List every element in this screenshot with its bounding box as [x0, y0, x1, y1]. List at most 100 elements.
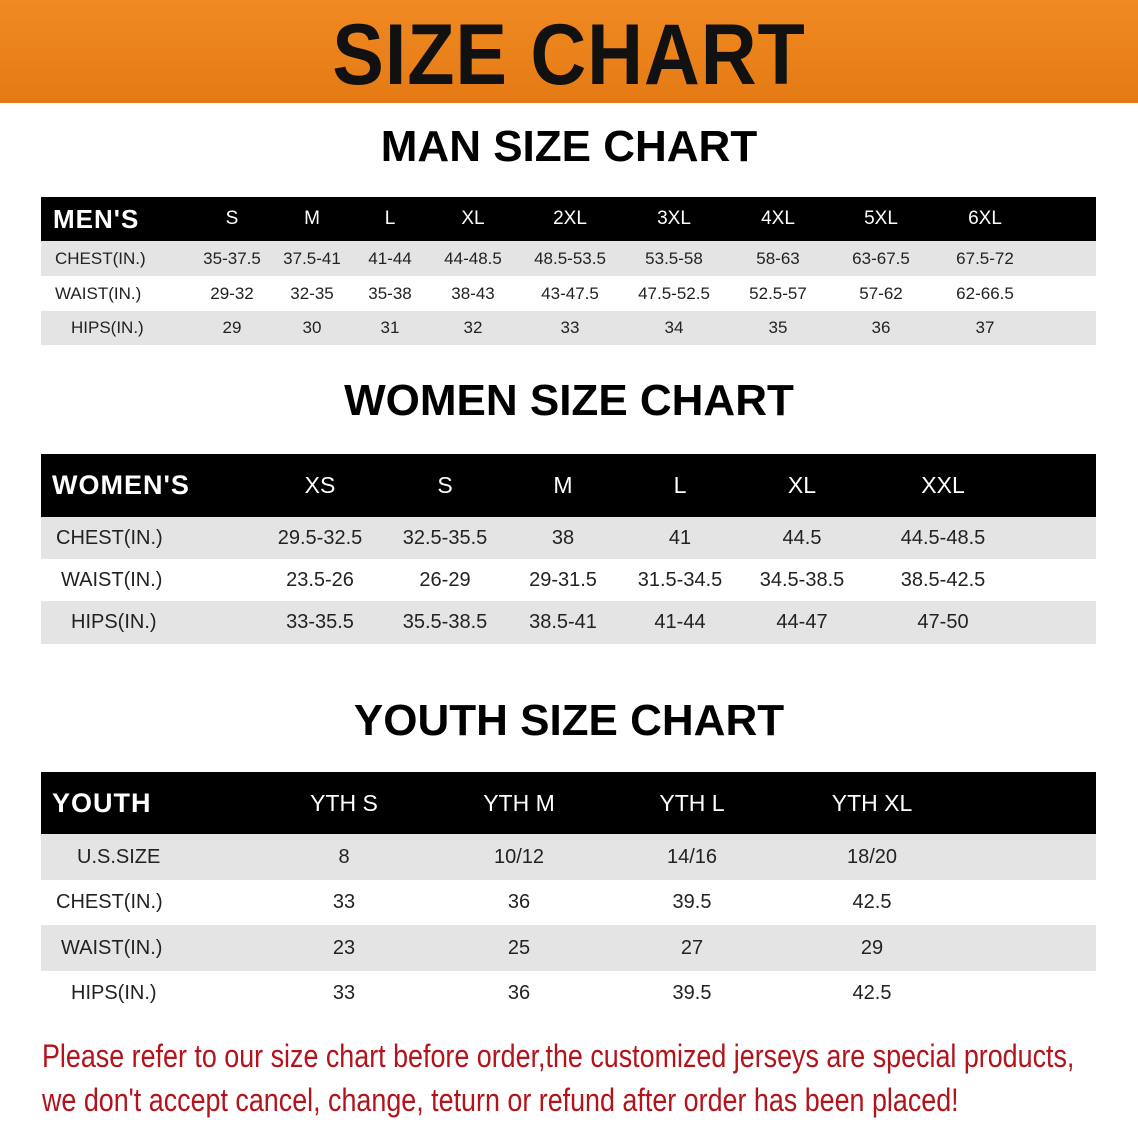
size-column-header: XL — [787, 472, 817, 498]
table-cell: 31.5-34.5 — [637, 568, 723, 591]
row-label: U.S.SIZE — [77, 845, 161, 868]
header-label: WOMEN'S — [52, 470, 190, 500]
banner: SIZE CHART — [0, 0, 1138, 103]
table-cell: 29.5-32.5 — [277, 526, 363, 549]
size-column-header: XL — [461, 208, 485, 229]
table-cell: 32-35 — [290, 283, 334, 303]
row-label: HIPS(IN.) — [71, 318, 144, 337]
size-column-header: S — [225, 208, 239, 229]
table-cell: 32 — [463, 318, 483, 337]
size-column-header: L — [673, 472, 687, 498]
table-cell: 41 — [668, 526, 692, 549]
size-column-header: 3XL — [657, 208, 691, 229]
row-label: HIPS(IN.) — [71, 611, 157, 633]
size-column-header: L — [384, 208, 396, 229]
table-cell: 36 — [507, 891, 531, 913]
table-cell: 44.5-48.5 — [900, 526, 986, 549]
table-cell: 37 — [975, 318, 995, 337]
table-cell: 30 — [302, 318, 322, 337]
table-cell: 33-35.5 — [286, 611, 354, 633]
size-column-header: S — [437, 472, 453, 498]
size-column-header: YTH M — [483, 789, 555, 816]
banner-title: SIZE CHART — [332, 7, 806, 103]
table-row: HIPS(IN.) 33 36 39.5 42.5 — [41, 971, 1096, 1016]
table-cell: 34 — [664, 318, 684, 337]
table-cell: 35-37.5 — [203, 248, 261, 268]
size-column-header: 5XL — [864, 208, 898, 229]
men-section-title: MAN SIZE CHART — [380, 122, 758, 171]
table-cell: 48.5-53.5 — [534, 248, 606, 268]
table-cell: 41-44 — [368, 248, 412, 268]
notice-line-2: we don't accept cancel, change, teturn o… — [42, 1082, 959, 1118]
men-size-table: MEN'S S M L XL 2XL 3XL 4XL 5XL 6XL CHEST(IN.) 35-37… — [41, 197, 1096, 345]
table-cell: 32.5-35.5 — [402, 526, 488, 549]
table-row: WAIST(IN.) 29-32 32-35 35-38 38-43 43-47.5 47.… — [41, 276, 1096, 311]
table-cell: 42.5 — [852, 982, 892, 1004]
table-cell: 58-63 — [756, 248, 800, 268]
table-cell: 18/20 — [846, 845, 898, 868]
header-label: YOUTH — [52, 787, 152, 818]
table-cell: 47.5-52.5 — [638, 283, 710, 303]
table-cell: 44.5 — [782, 526, 822, 549]
table-cell: 41-44 — [654, 611, 706, 633]
row-label: CHEST(IN.) — [56, 526, 163, 549]
row-label: WAIST(IN.) — [55, 283, 142, 303]
table-cell: 33 — [332, 982, 356, 1004]
row-label: WAIST(IN.) — [61, 936, 163, 959]
table-row: CHEST(IN.) 29.5-32.5 32.5-35.5 38 41 44.5 44.5… — [41, 517, 1096, 559]
size-column-header: 2XL — [553, 208, 587, 229]
table-cell: 36 — [871, 318, 891, 337]
table-row: CHEST(IN.) 35-37.5 37.5-41 41-44 44-48.5 48.5… — [41, 241, 1096, 276]
women-section-title: WOMEN SIZE CHART — [344, 376, 794, 425]
table-cell: 36 — [507, 982, 531, 1004]
table-cell: 26-29 — [419, 568, 471, 591]
table-cell: 23.5-26 — [286, 568, 354, 591]
table-cell: 25 — [507, 936, 531, 959]
size-column-header: YTH L — [659, 789, 725, 816]
table-cell: 37.5-41 — [283, 248, 341, 268]
table-header-row: MEN'S S M L XL 2XL 3XL 4XL 5XL 6XL — [41, 197, 1096, 241]
table-cell: 35 — [768, 318, 788, 337]
table-cell: 62-66.5 — [956, 283, 1014, 303]
size-column-header: M — [553, 472, 573, 498]
table-row: U.S.SIZE 8 10/12 14/16 18/20 — [41, 834, 1096, 880]
notice-line-1: Please refer to our size chart before or… — [42, 1038, 1075, 1074]
table-cell: 39.5 — [672, 982, 712, 1004]
table-cell: 33 — [332, 891, 356, 913]
table-cell: 34.5-38.5 — [759, 568, 845, 591]
table-cell: 43-47.5 — [541, 283, 599, 303]
table-cell: 29 — [222, 318, 242, 337]
header-label: MEN'S — [53, 203, 140, 234]
size-column-header: M — [304, 208, 320, 229]
row-label: HIPS(IN.) — [71, 982, 157, 1004]
table-cell: 63-67.5 — [852, 248, 910, 268]
table-cell: 67.5-72 — [956, 248, 1014, 268]
youth-section-title: YOUTH SIZE CHART — [353, 696, 785, 745]
table-cell: 14/16 — [666, 845, 718, 868]
table-row: WAIST(IN.) 23.5-26 26-29 29-31.5 31.5-34.5 34… — [41, 559, 1096, 601]
size-column-header: YTH XL — [831, 789, 913, 816]
size-column-header: 6XL — [968, 208, 1002, 229]
table-cell: 47-50 — [917, 611, 969, 633]
row-label: WAIST(IN.) — [61, 568, 163, 591]
table-cell: 38 — [551, 526, 575, 549]
size-column-header: XXL — [921, 472, 965, 498]
table-cell: 35.5-38.5 — [402, 611, 488, 633]
table-cell: 42.5 — [852, 891, 892, 913]
table-cell: 52.5-57 — [749, 283, 807, 303]
table-cell: 31 — [380, 318, 400, 337]
table-cell: 23 — [332, 936, 356, 959]
size-column-header: 4XL — [761, 208, 795, 229]
table-cell: 33 — [560, 318, 580, 337]
size-column-header: XS — [304, 472, 336, 498]
table-cell: 38-43 — [451, 283, 495, 303]
table-header-row: YOUTH YTH S YTH M YTH L YTH XL — [41, 772, 1096, 834]
table-cell: 27 — [680, 936, 704, 959]
table-cell: 29-31.5 — [529, 568, 597, 591]
table-cell: 38.5-42.5 — [900, 568, 986, 591]
table-cell: 57-62 — [859, 283, 903, 303]
table-cell: 44-48.5 — [444, 248, 502, 268]
row-label: CHEST(IN.) — [55, 248, 146, 268]
table-cell: 38.5-41 — [529, 611, 597, 633]
table-cell: 8 — [338, 845, 350, 868]
